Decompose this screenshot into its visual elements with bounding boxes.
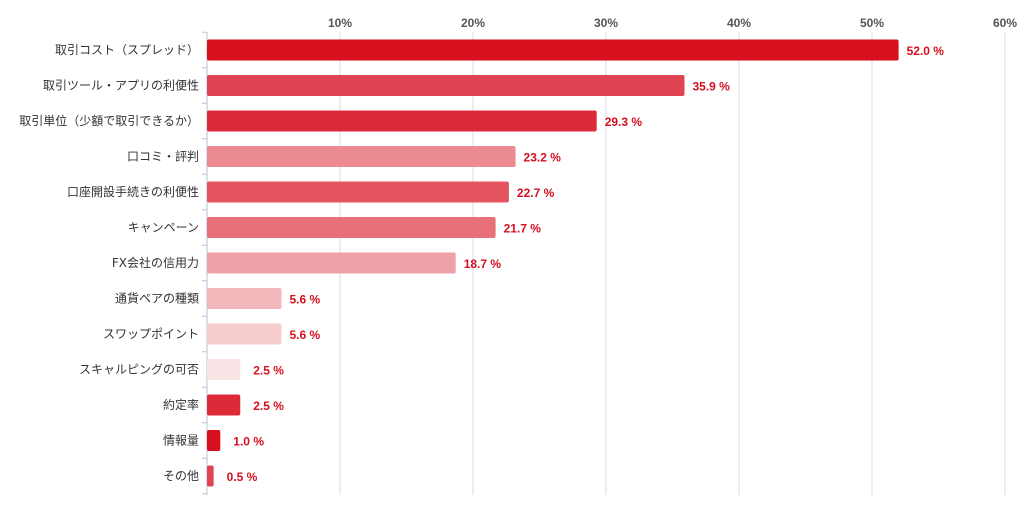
bar: [207, 430, 221, 451]
x-tick-label: 30%: [594, 16, 618, 30]
category-label: その他: [163, 469, 199, 483]
data-label: 5.6 %: [289, 328, 320, 342]
bar: [207, 75, 685, 96]
bar: [207, 465, 214, 487]
bar: [207, 217, 496, 238]
bar: [207, 288, 282, 309]
data-label: 0.5 %: [227, 470, 258, 484]
x-tick-label: 40%: [727, 16, 751, 30]
bar: [207, 181, 509, 203]
data-label: 29.3 %: [605, 115, 643, 129]
category-label: 取引単位（少額で取引できるか）: [19, 113, 199, 128]
data-label: 22.7 %: [517, 186, 555, 200]
data-label: 18.7 %: [464, 257, 502, 271]
category-label: 通貨ペアの種類: [115, 291, 199, 306]
category-label: 口座開設手続きの利便性: [67, 184, 199, 199]
bar: [207, 39, 899, 61]
bar: [207, 394, 241, 416]
category-label: 取引コスト（スプレッド）: [55, 43, 199, 57]
category-label: 情報量: [163, 434, 199, 448]
x-tick-label: 50%: [860, 16, 884, 30]
bar: [207, 359, 241, 380]
data-label: 21.7 %: [504, 222, 542, 236]
x-tick-label: 10%: [328, 16, 352, 30]
category-label: スワップポイント: [103, 327, 199, 341]
bar: [207, 252, 456, 274]
category-label: 約定率: [163, 397, 199, 412]
data-label: 5.6 %: [289, 293, 320, 307]
data-label: 35.9 %: [692, 80, 730, 94]
x-tick-label: 20%: [461, 16, 485, 30]
category-label: キャンペーン: [128, 221, 199, 235]
data-label: 23.2 %: [524, 151, 562, 165]
category-label: スキャルピングの可否: [79, 363, 199, 377]
bar: [207, 323, 282, 345]
data-label: 52.0 %: [907, 44, 945, 58]
data-label: 2.5 %: [253, 399, 284, 413]
bar: [207, 146, 516, 167]
bar: [207, 110, 597, 132]
category-label: FX会社の信用力: [112, 255, 199, 270]
x-tick-label: 60%: [993, 16, 1017, 30]
category-label: 取引ツール・アプリの利便性: [43, 79, 199, 93]
data-label: 2.5 %: [253, 364, 284, 378]
category-label: 口コミ・評判: [127, 149, 199, 164]
data-label: 1.0 %: [233, 435, 264, 449]
